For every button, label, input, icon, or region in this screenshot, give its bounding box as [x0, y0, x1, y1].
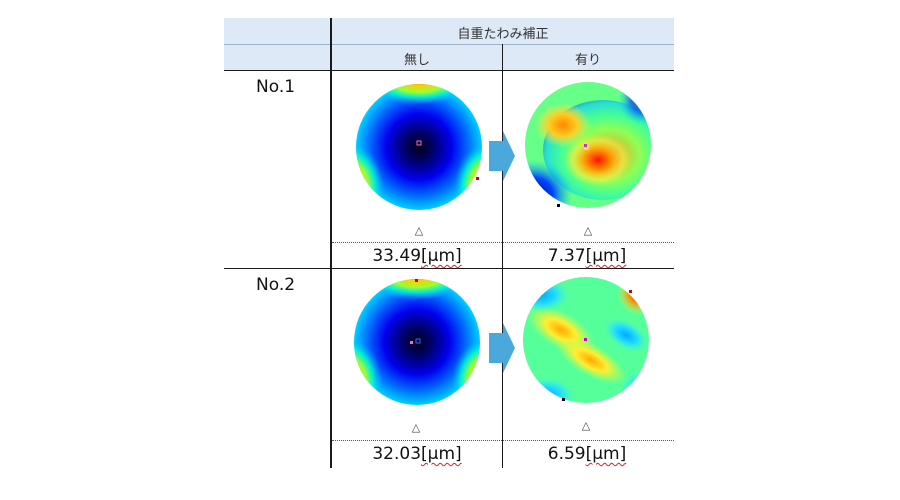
triangle-icon: △	[583, 224, 593, 237]
row1-with-map	[525, 82, 651, 208]
header-divider	[224, 44, 674, 45]
value-number: 32.03	[372, 444, 422, 464]
triangle-icon: △	[411, 421, 421, 434]
row2-without-map	[354, 279, 480, 405]
row-divider	[224, 268, 674, 269]
row1-value-divider	[332, 242, 674, 243]
value-unit: [μm]	[421, 246, 462, 266]
value-unit: [μm]	[585, 444, 627, 464]
value-unit: [μm]	[585, 246, 627, 266]
header-col-without: 無し	[403, 53, 430, 68]
triangle-icon: △	[581, 419, 591, 432]
center-marker	[416, 140, 422, 146]
row1-without-map	[356, 84, 482, 210]
row1-label: No.1	[256, 77, 296, 97]
header-title: 自重たわみ補正	[457, 27, 549, 42]
value-number: 6.59	[547, 444, 586, 464]
triangle-icon: △	[414, 224, 424, 237]
header-col-with: 有り	[574, 53, 601, 68]
row1-with-value: 7.37[μm]	[502, 246, 672, 266]
header-bottom-line	[224, 70, 674, 71]
column-separator	[502, 44, 503, 468]
value-unit: [μm]	[421, 444, 462, 464]
row2-value-divider	[332, 440, 674, 441]
value-number: 33.49	[372, 246, 422, 266]
row2-with-map	[523, 277, 649, 403]
label-column-border	[330, 18, 332, 468]
right-arrow-icon	[489, 131, 515, 181]
row1-without-value: 33.49[μm]	[332, 246, 502, 266]
row2-without-value: 32.03[μm]	[332, 444, 502, 464]
row2-label: No.2	[256, 275, 296, 295]
value-number: 7.37	[547, 246, 586, 266]
right-arrow-icon	[489, 323, 515, 373]
row2-with-value: 6.59[μm]	[502, 444, 672, 464]
